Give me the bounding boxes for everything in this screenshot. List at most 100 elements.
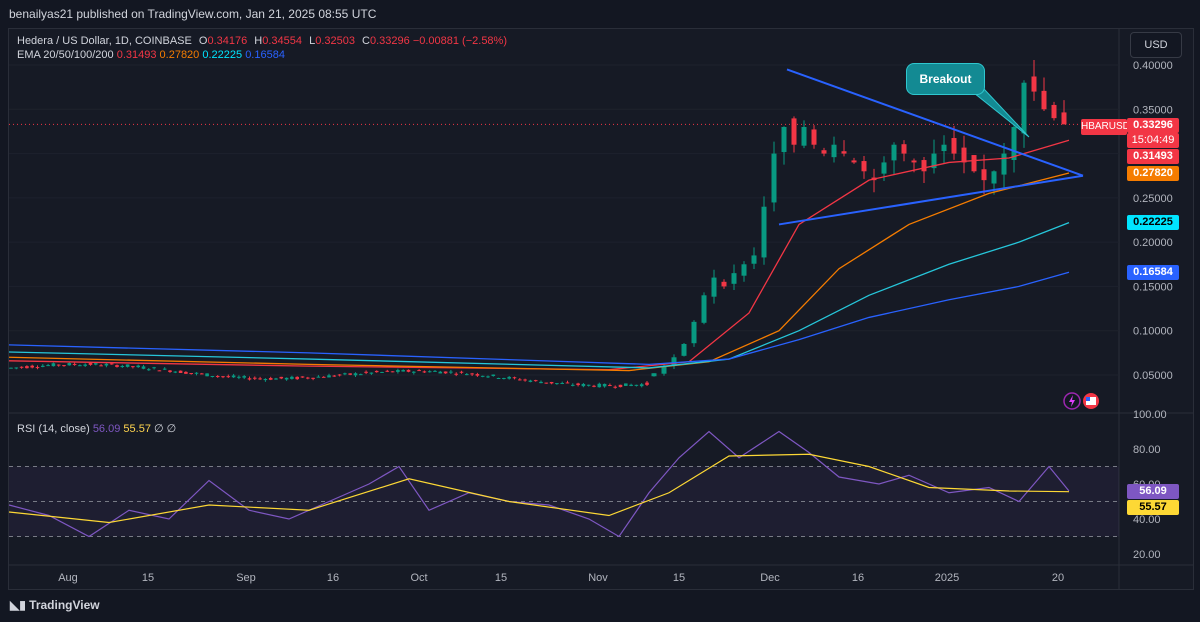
- candle-body: [83, 364, 87, 366]
- candle-body: [332, 375, 337, 377]
- candle-body: [681, 344, 687, 356]
- candle-body: [891, 144, 897, 161]
- candle-body: [56, 364, 61, 366]
- candle-body: [901, 144, 907, 154]
- top-bar: benailyas21 published on TradingView.com…: [0, 0, 1200, 28]
- chart-panel[interactable]: 0.400000.350000.300000.250000.200000.150…: [8, 28, 1194, 590]
- candle-body: [1021, 82, 1027, 134]
- candle-body: [94, 363, 98, 365]
- candle-body: [438, 371, 443, 374]
- candle-body: [1001, 153, 1007, 175]
- candle-body: [560, 382, 564, 384]
- candle-body: [971, 155, 977, 172]
- candle-body: [731, 273, 737, 284]
- tradingview-logo[interactable]: ◣▮ TradingView: [10, 598, 100, 612]
- candle-body: [422, 371, 427, 373]
- candle-body: [274, 378, 278, 380]
- candle-body: [576, 383, 580, 386]
- candle-body: [851, 160, 857, 163]
- candle-body: [194, 372, 199, 374]
- x-tick-label: 16: [852, 572, 864, 584]
- candle-body: [454, 373, 458, 375]
- y-tick-label: 0.05000: [1133, 370, 1173, 382]
- candle-body: [741, 264, 747, 276]
- candle-body: [831, 144, 837, 158]
- candle-body: [544, 382, 549, 384]
- chart-canvas[interactable]: 0.400000.350000.300000.250000.200000.150…: [9, 29, 1193, 589]
- rsi-ma-value: 55.57: [123, 423, 151, 435]
- candle-body: [88, 362, 93, 365]
- candle-body: [168, 370, 172, 373]
- us-flag-icon: [1086, 397, 1096, 405]
- rsi-tick-label: 100.00: [1133, 409, 1167, 421]
- candle-body: [311, 377, 315, 379]
- candle-body: [781, 127, 787, 153]
- candle-body: [417, 370, 421, 372]
- candle-body: [651, 373, 657, 377]
- triangle-upper-trendline: [786, 68, 1084, 177]
- candle-body: [586, 384, 591, 386]
- x-tick-label: 2025: [935, 572, 959, 584]
- candle-body: [385, 370, 390, 372]
- candle-body: [613, 386, 617, 388]
- candle-body: [443, 371, 448, 374]
- tv-logo-icon: ◣▮: [10, 598, 30, 612]
- candle-body: [459, 371, 464, 373]
- event-icons[interactable]: [1063, 391, 1103, 413]
- close-label: C: [362, 35, 370, 47]
- candle-body: [701, 295, 707, 323]
- rsi-line: [9, 430, 1070, 538]
- candle-body: [502, 377, 506, 379]
- change-value: −0.00881 (−2.58%): [412, 35, 507, 47]
- candle-body: [300, 376, 305, 378]
- candle-body: [136, 365, 140, 368]
- us-flag-canton-icon: [1086, 397, 1090, 401]
- rsi-value: 56.09: [92, 423, 121, 435]
- candle-body: [19, 366, 24, 368]
- x-tick-label: 15: [495, 572, 507, 584]
- candle-body: [237, 376, 241, 378]
- candle-body: [141, 366, 146, 369]
- rsi-label: RSI (14, close): [17, 423, 90, 435]
- rsi-tick-label: 40.00: [1133, 514, 1161, 526]
- ema20-tag: 0.31493: [1127, 149, 1179, 164]
- x-tick-label: Aug: [58, 572, 78, 584]
- publisher-info: benailyas21 published on TradingView.com…: [9, 7, 377, 21]
- candle-body: [147, 369, 151, 371]
- candle-body: [9, 367, 13, 369]
- candle-body: [491, 374, 496, 377]
- x-tick-label: Oct: [410, 572, 427, 584]
- candle-body: [470, 373, 474, 375]
- candle-body: [711, 277, 717, 297]
- candle-body: [608, 385, 612, 387]
- candle-body: [290, 376, 294, 379]
- candle-body: [364, 371, 368, 373]
- candle-body: [528, 380, 533, 382]
- candle-body: [821, 150, 827, 154]
- ema-label: EMA 20/50/100/200: [17, 49, 114, 61]
- candle-body: [791, 118, 797, 145]
- ticker-tag: HBARUSD: [1081, 119, 1130, 135]
- candle-body: [991, 171, 997, 184]
- y-tick-label: 0.25000: [1133, 193, 1173, 205]
- x-tick-label: 15: [673, 572, 685, 584]
- candle-body: [184, 371, 188, 374]
- candle-body: [162, 368, 167, 370]
- low-label: L: [309, 35, 316, 47]
- currency-selector[interactable]: USD: [1130, 32, 1182, 58]
- candle-body: [571, 384, 575, 386]
- candle-body: [242, 376, 246, 378]
- rsi-tick-label: 20.00: [1133, 549, 1161, 561]
- candle-body: [343, 373, 347, 375]
- candle-body: [41, 365, 45, 367]
- y-tick-label: 0.10000: [1133, 326, 1173, 338]
- candle-body: [109, 363, 114, 365]
- candle-body: [597, 383, 602, 388]
- candle-body: [306, 377, 310, 379]
- breakout-callout[interactable]: Breakout: [906, 63, 985, 95]
- candle-body: [316, 376, 321, 378]
- ema20-value: 0.31493: [116, 49, 157, 61]
- open-label: O: [198, 35, 208, 47]
- candle-body: [618, 384, 623, 388]
- countdown-tag: 15:04:49: [1127, 133, 1179, 148]
